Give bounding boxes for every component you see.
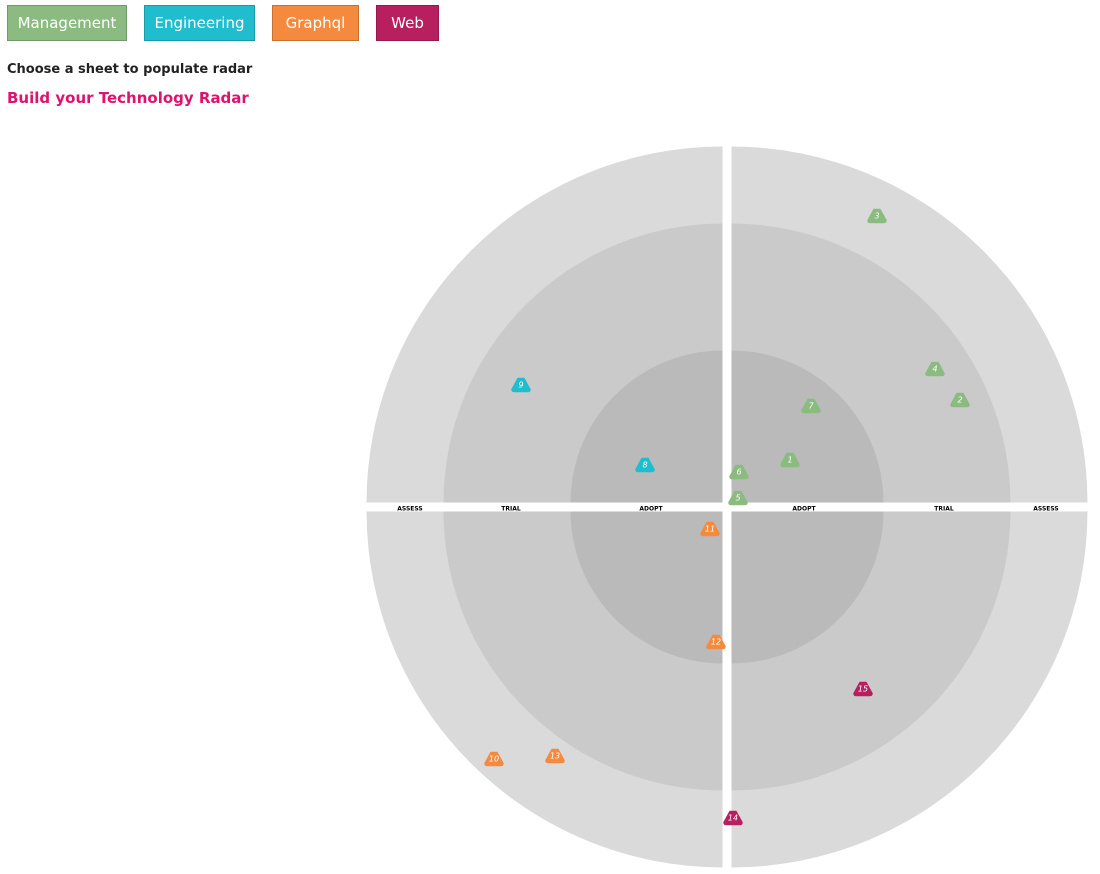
sheet-prompt: Choose a sheet to populate radar [7,62,253,77]
blip-triangle-icon [728,490,748,506]
blip-triangle-icon [706,634,726,650]
blip-number: 11 [705,525,715,534]
blip-triangle-icon [484,751,504,767]
quadrant-button-web[interactable]: Web [376,5,439,41]
blip-number: 1 [787,456,792,465]
blip-number: 12 [711,638,721,647]
blip-number: 14 [728,814,738,823]
blip-triangle-icon [801,398,821,414]
blip-triangle-icon [511,377,531,393]
blip-number: 6 [736,468,741,477]
blip-15[interactable]: 15 [853,681,873,697]
blip-number: 10 [489,755,499,764]
ring-label-right-trial: TRIAL [934,506,954,513]
blip-12[interactable]: 12 [706,634,726,650]
ring-label-left-trial: TRIAL [501,506,521,513]
blip-5[interactable]: 5 [728,490,748,506]
quadrant-button-engineering[interactable]: Engineering [144,5,255,41]
blip-number: 13 [550,752,560,761]
blip-number: 7 [808,402,814,411]
blip-14[interactable]: 14 [723,810,743,826]
ring-label-right-adopt: ADOPT [792,506,816,513]
blip-number: 15 [858,685,868,694]
quadrant-button-graphql[interactable]: Graphql [272,5,359,41]
ring-label-left-assess: ASSESS [397,506,423,513]
quadrant-button-management[interactable]: Management [7,5,127,41]
blip-triangle-icon [729,464,749,480]
blip-triangle-icon [700,521,720,537]
blip-7[interactable]: 7 [801,398,821,414]
blip-8[interactable]: 8 [635,457,655,473]
ring-adopt-quadrant-top-left [570,350,723,503]
blip-13[interactable]: 13 [545,748,565,764]
quadrant-bottom-left [366,511,723,868]
blip-triangle-icon [950,392,970,408]
radar-title: Build your Technology Radar [7,89,249,107]
blip-number: 8 [642,461,647,470]
blip-number: 9 [518,381,523,390]
blip-triangle-icon [853,681,873,697]
blip-triangle-icon [545,748,565,764]
blip-2[interactable]: 2 [950,392,970,408]
blip-number: 3 [874,212,879,221]
blip-triangle-icon [867,208,887,224]
blip-9[interactable]: 9 [511,377,531,393]
blip-10[interactable]: 10 [484,751,504,767]
blip-6[interactable]: 6 [729,464,749,480]
ring-adopt-quadrant-bottom-left [570,511,723,664]
blip-triangle-icon [723,810,743,826]
blip-1[interactable]: 1 [780,452,800,468]
quadrant-top-right [731,146,1088,503]
blip-3[interactable]: 3 [867,208,887,224]
blip-11[interactable]: 11 [700,521,720,537]
ring-label-right-assess: ASSESS [1033,506,1059,513]
blip-triangle-icon [925,361,945,377]
quadrant-top-left [366,146,723,503]
blip-triangle-icon [780,452,800,468]
blip-triangle-icon [635,457,655,473]
ring-adopt-quadrant-bottom-right [731,511,884,664]
quadrant-bottom-right [731,511,1088,868]
ring-label-left-adopt: ADOPT [639,506,663,513]
blip-number: 5 [735,494,740,503]
ring-adopt-quadrant-top-right [731,350,884,503]
blip-4[interactable]: 4 [925,361,945,377]
blip-number: 2 [957,396,962,405]
blip-number: 4 [932,365,937,374]
